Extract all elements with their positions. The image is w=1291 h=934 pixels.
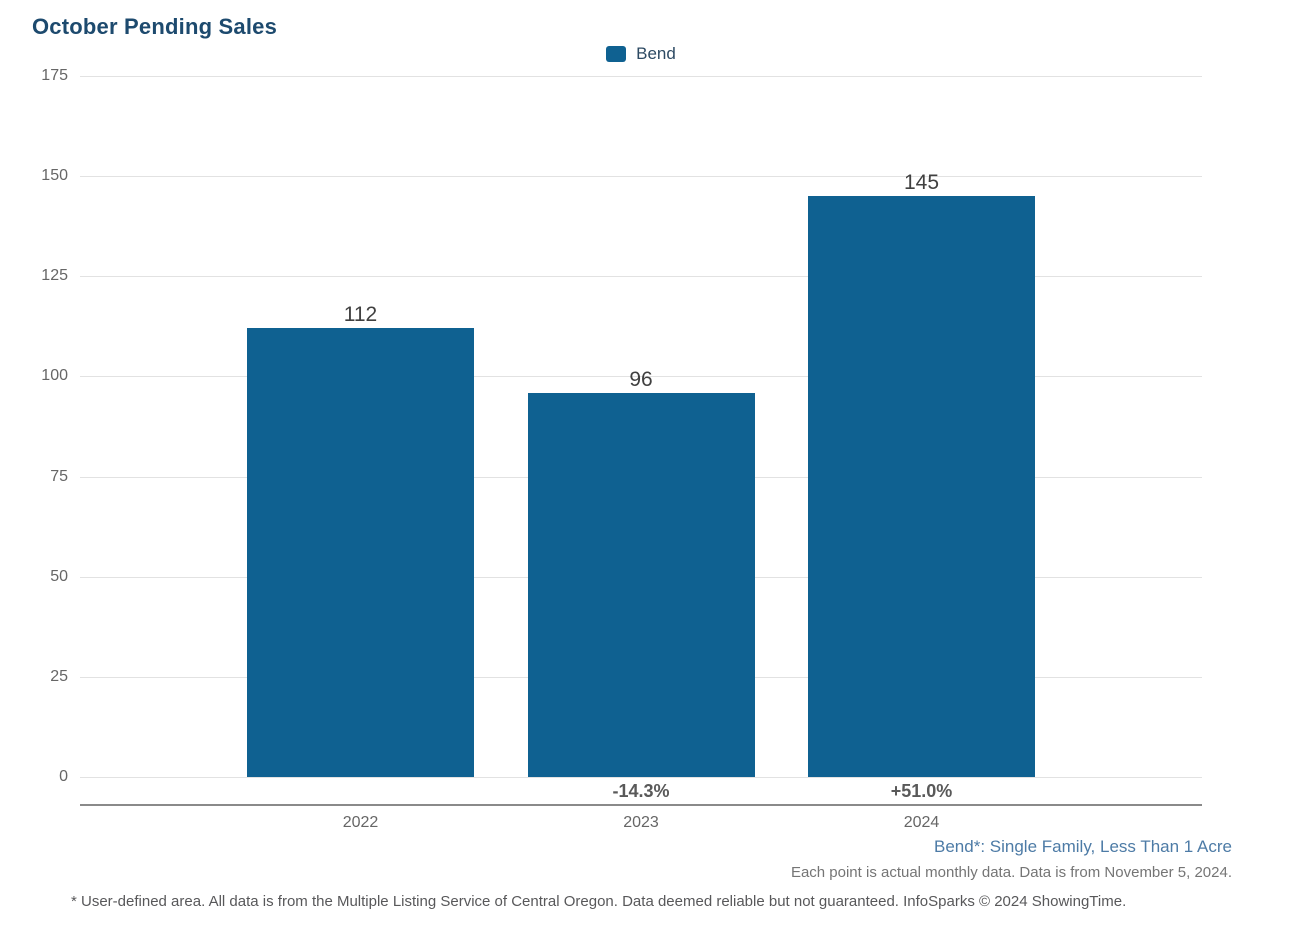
gridline-125 (80, 276, 1202, 278)
y-tick-label-75: 75 (50, 467, 68, 485)
gridline-100 (80, 376, 1202, 378)
legend[interactable]: Bend (80, 44, 1202, 64)
bar-2024[interactable] (808, 196, 1035, 777)
y-tick-label-125: 125 (41, 267, 68, 285)
bar-value-label-2024: 145 (903, 171, 940, 195)
y-tick-label-25: 25 (50, 667, 68, 685)
gridline-175 (80, 76, 1202, 77)
x-tick-label-2023: 2023 (623, 814, 659, 831)
bar-value-label-2023: 96 (629, 367, 653, 391)
plot-area: 0 25 50 75 100 125 150 175 112 96 145 (41, 67, 1202, 785)
legend-swatch-icon (606, 46, 627, 62)
chart-title: October Pending Sales (32, 14, 278, 39)
bar-2022[interactable] (247, 328, 474, 777)
pct-change-label-2024: +51.0% (890, 781, 953, 801)
x-axis-line (80, 804, 1202, 806)
bar-value-label-2022: 112 (343, 303, 378, 327)
y-tick-label-175: 175 (41, 67, 68, 84)
series-definition-footnote: Bend*: Single Family, Less Than 1 Acre (934, 837, 1232, 856)
pct-change-label-2023: -14.3% (612, 781, 670, 801)
x-tick-label-2024: 2024 (903, 814, 940, 831)
y-tick-label-0: 0 (59, 768, 68, 785)
data-source-footnote: Each point is actual monthly data. Data … (790, 864, 1232, 881)
disclaimer-footnote: * User-defined area. All data is from th… (71, 893, 1127, 910)
y-tick-label-50: 50 (50, 567, 68, 585)
gridline-0 (80, 777, 1202, 778)
pct-change-row: -14.3% +51.0% (80, 781, 1202, 803)
gridline-150 (80, 176, 1202, 178)
x-tick-label-2022: 2022 (342, 814, 379, 831)
bar-2023[interactable] (527, 392, 755, 777)
y-tick-label-150: 150 (41, 167, 68, 185)
y-tick-label-100: 100 (41, 367, 68, 385)
legend-label: Bend (636, 44, 676, 63)
x-axis-labels: 2022 2023 2024 (80, 814, 1202, 836)
